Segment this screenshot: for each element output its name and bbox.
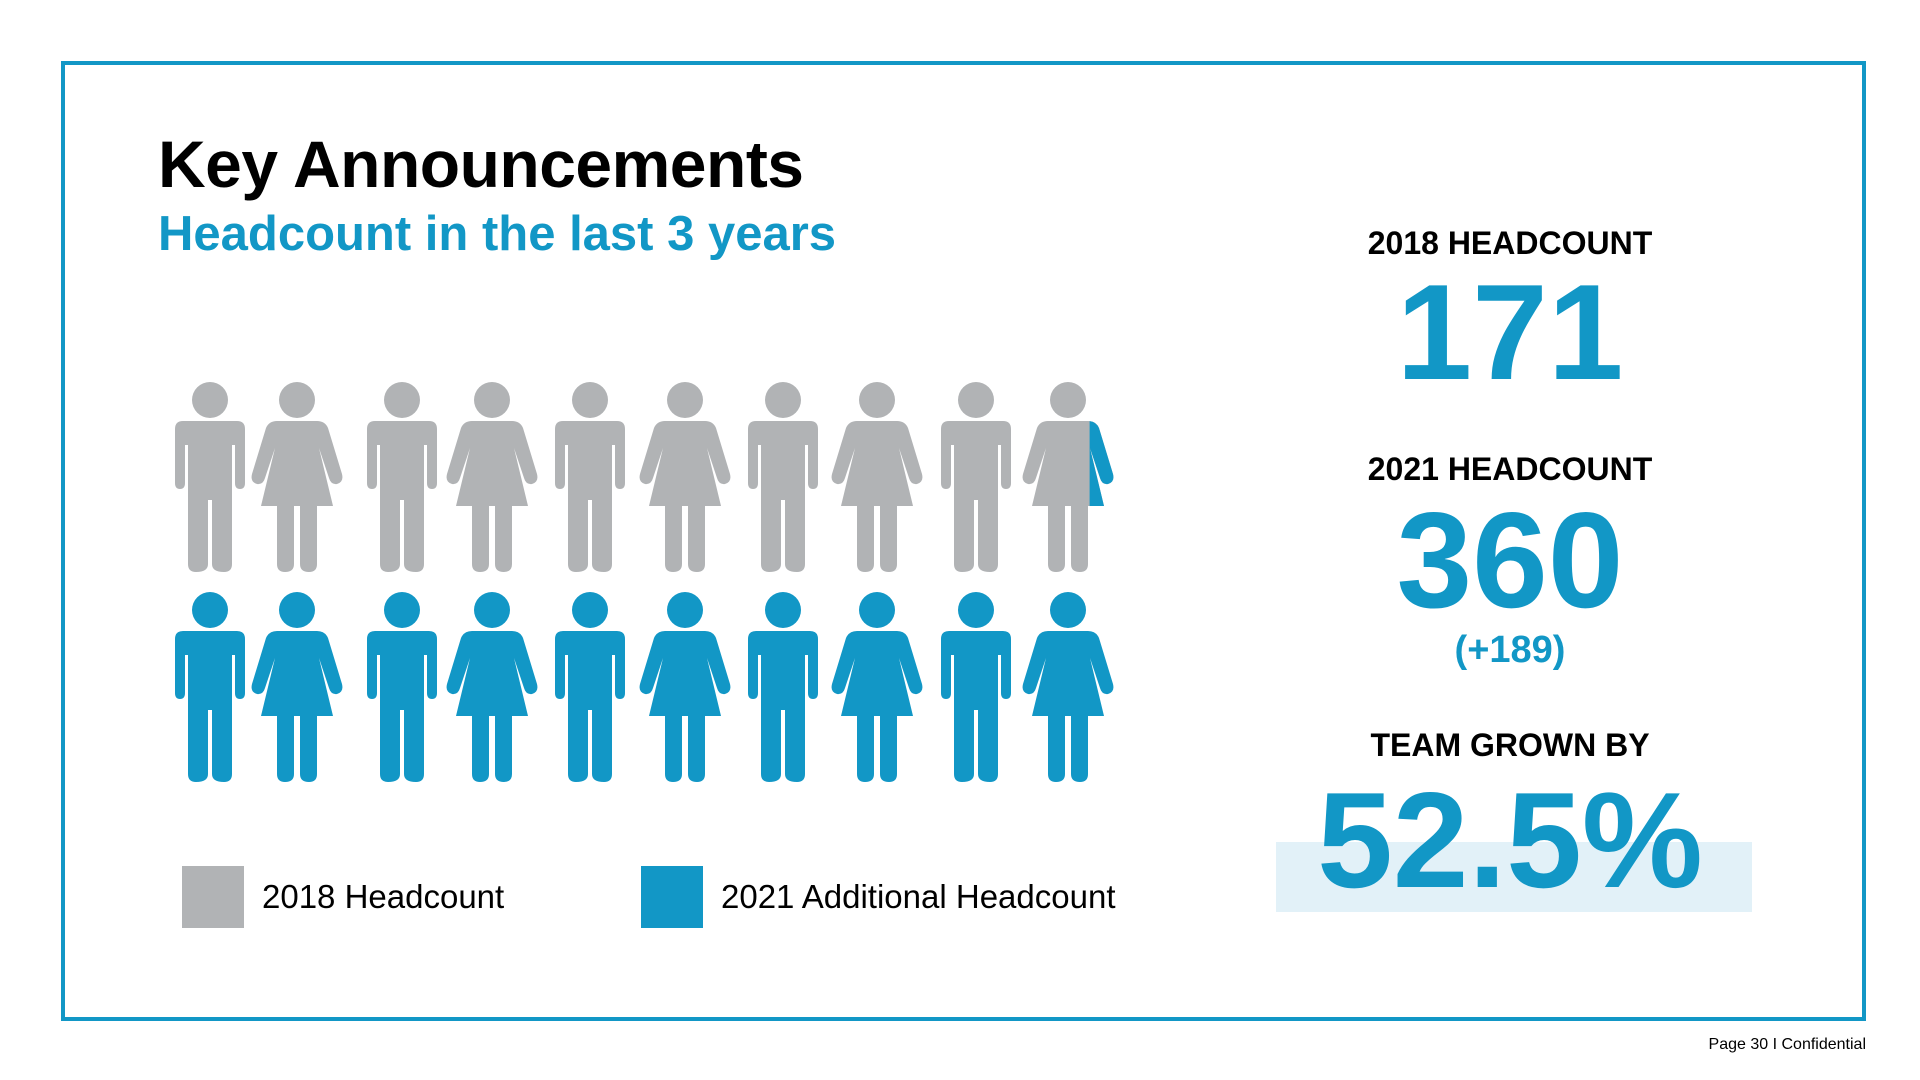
- growth-value: 52.5%: [1317, 764, 1703, 916]
- headcount-2021-delta: (+189): [1454, 629, 1566, 671]
- headcount-2021-label: 2021 HEADCOUNT: [1367, 451, 1653, 487]
- headcount-2018-label: 2018 HEADCOUNT: [1367, 225, 1653, 261]
- headcount-2021-value: 360: [1396, 484, 1624, 636]
- slide-frame: [61, 61, 1866, 1021]
- legend-label-2018: 2018 Headcount: [262, 878, 505, 915]
- growth-highlight: [1276, 842, 1752, 912]
- legend-swatch-2018: [182, 866, 244, 928]
- page-footer: Page 30 I Confidential: [1708, 1036, 1866, 1053]
- page-subtitle: Headcount in the last 3 years: [158, 207, 837, 261]
- legend-label-2021: 2021 Additional Headcount: [721, 878, 1116, 915]
- growth-label: TEAM GROWN BY: [1370, 727, 1650, 763]
- legend-swatch-2021: [641, 866, 703, 928]
- headcount-2018-value: 171: [1396, 256, 1624, 408]
- page-title: Key Announcements: [158, 127, 804, 201]
